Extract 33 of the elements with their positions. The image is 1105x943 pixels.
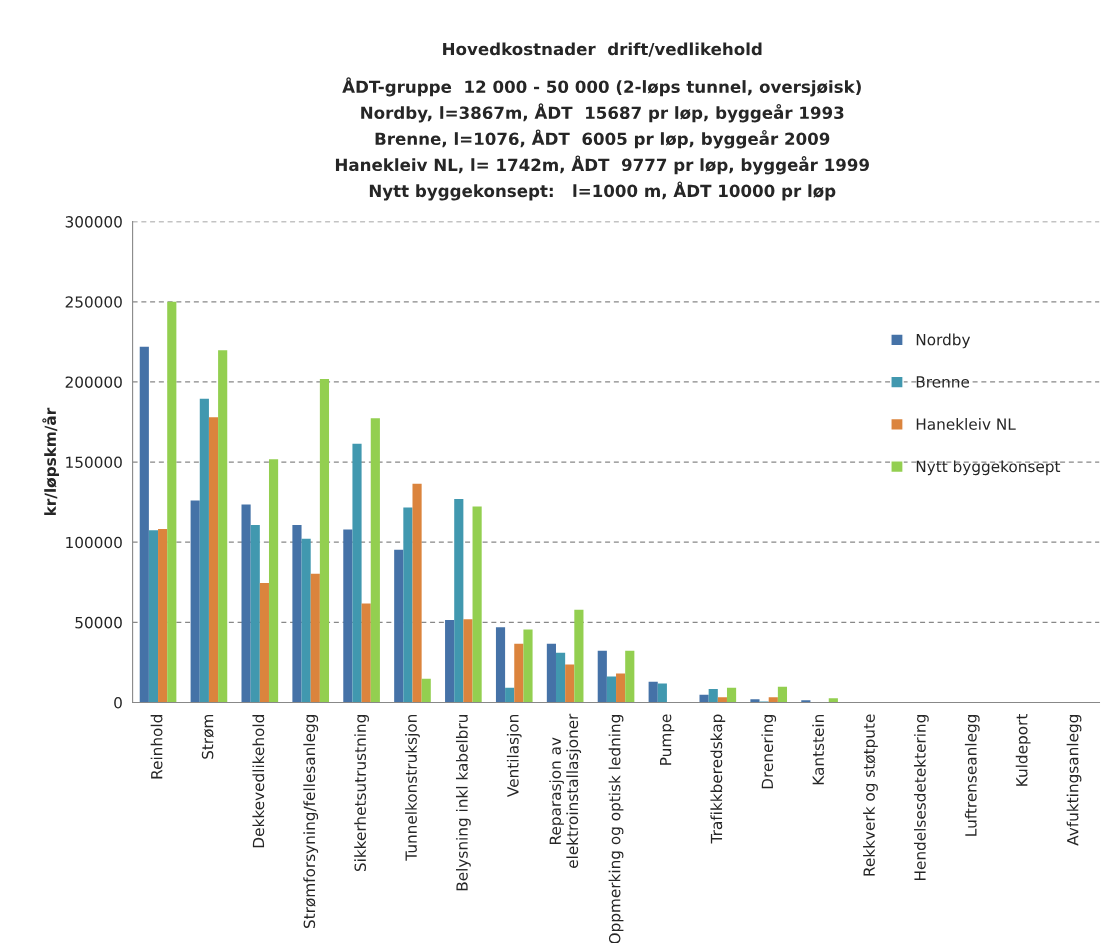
x-tick-label: Oppmerking og optisk ledning — [608, 715, 624, 943]
legend-label: Nytt byggekonsept — [916, 460, 1061, 476]
x-tick-label: Hendelsesdetektering — [913, 715, 929, 881]
x-tick-label: Strømforsyning/fellesanlegg — [303, 715, 319, 929]
x-tick-label: Reinhold — [150, 715, 163, 779]
x-tick-label: Ventilasjon — [506, 714, 522, 797]
x-tick-label: Dekkevedlikehold — [252, 715, 265, 848]
x-tick-label: Strøm — [201, 714, 214, 759]
x-tick-label: Trafikkberedskap — [710, 714, 726, 844]
x-tick-label: Pumpe — [660, 714, 675, 765]
y-tick-label: 0 — [114, 697, 122, 709]
y-tick-label: 250000 — [65, 296, 122, 308]
x-tick-label: Drenering — [761, 715, 777, 789]
chart-subtitle: ÅDT-gruppe 12 000 - 50 000 (2-løps tunnel, oversjøisk) Nordby, l=3867m, ÅDT 15687 pr løp, byggeår 1993 Brenne, l=1076, ÅDT 6005 pr løp, byggeår 2009 Hanekleiv NL, l= 1742m, ÅDT 9777 pr løp, byggeår 1999 Nytt byggekonsept: l=1000 m, ÅDT 10000 pr løp — [335, 77, 869, 201]
x-tick-label: Luftrenseanlegg — [964, 715, 980, 836]
x-tick-label: Tunnelkonstruksjon — [405, 714, 420, 861]
y-tick-label: 50000 — [75, 616, 122, 629]
legend-label: Hanekleiv NL — [916, 418, 1016, 430]
x-tick-label: Sikkerhetsutrustning — [354, 715, 369, 872]
x-tick-label: Avfuktingsanlegg — [1066, 715, 1082, 846]
y-tick-label: 300000 — [65, 216, 122, 228]
y-tick-label: 150000 — [66, 456, 122, 469]
chart-title: Hovedkostnader drift/vedlikehold — [443, 42, 762, 57]
legend-label: Nordby — [916, 333, 971, 349]
x-tick-label: Kuldeport — [1015, 714, 1031, 786]
x-tick-label: Rekkverk og støtpute — [863, 714, 878, 876]
y-tick-label: 200000 — [65, 376, 122, 388]
legend-label: Brenne — [916, 376, 970, 388]
x-tick-label: Belysning inkl kabelbru — [455, 715, 471, 891]
y-tick-label: 100000 — [66, 536, 122, 549]
x-tick-label: Reparasjon av elektroinstallasjoner — [549, 713, 582, 868]
y-axis-title: kr/løpskm/år — [42, 407, 59, 516]
x-tick-label: Kantstein — [812, 714, 825, 785]
